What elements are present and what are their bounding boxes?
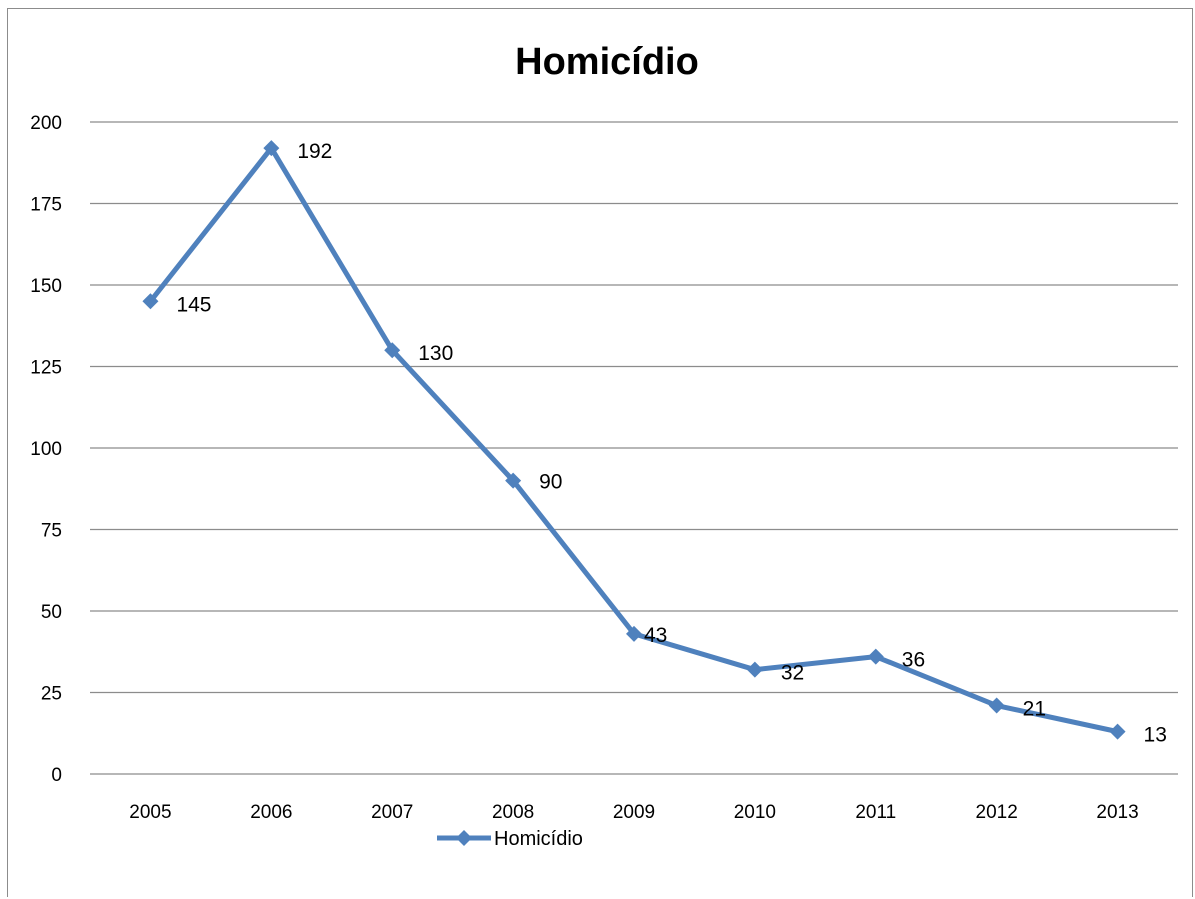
x-tick-label: 2010 <box>734 802 776 823</box>
legend: Homicídio <box>437 828 583 850</box>
y-axis-ticks: 0 25 50 75 100 125 150 175 200 <box>30 113 62 786</box>
chart-title: Homicídio <box>515 41 699 83</box>
x-axis-ticks: 2005 2006 2007 2008 2009 2010 2011 2012 2013 <box>129 802 1138 823</box>
data-label: 43 <box>644 624 667 647</box>
y-tick-label: 125 <box>30 358 62 379</box>
gridlines <box>90 121 1178 775</box>
y-tick-label: 200 <box>30 113 62 134</box>
data-point-marker <box>626 625 642 642</box>
x-tick-label: 2012 <box>976 802 1018 823</box>
data-point-marker <box>746 661 763 678</box>
x-tick-label: 2009 <box>613 802 655 823</box>
data-label: 145 <box>176 293 211 316</box>
x-tick-label: 2007 <box>371 802 413 823</box>
chart-frame <box>7 8 1193 897</box>
x-tick-label: 2013 <box>1096 802 1138 823</box>
series-line <box>148 145 1119 735</box>
legend-label: Homicídio <box>494 828 583 850</box>
y-tick-label: 175 <box>30 195 62 216</box>
x-tick-label: 2011 <box>855 802 896 823</box>
data-label: 90 <box>539 471 562 494</box>
data-label: 130 <box>418 342 453 365</box>
x-tick-label: 2006 <box>250 802 292 823</box>
data-point-marker <box>988 697 1005 714</box>
data-label: 13 <box>1144 724 1167 747</box>
data-label: 36 <box>902 649 925 672</box>
y-tick-label: 150 <box>30 276 62 297</box>
x-tick-label: 2008 <box>492 802 534 823</box>
data-point-marker <box>384 342 401 359</box>
data-label: 192 <box>297 140 332 163</box>
data-point-marker <box>142 293 159 310</box>
data-point-marker <box>1109 723 1126 740</box>
data-labels: 145 192 130 90 43 32 36 21 13 <box>176 140 1166 747</box>
data-point-marker <box>505 472 522 489</box>
data-point-marker <box>867 648 884 665</box>
series-homicidio <box>142 140 1126 740</box>
y-tick-label: 0 <box>51 765 62 786</box>
y-tick-label: 75 <box>41 521 62 542</box>
y-tick-label: 50 <box>41 602 62 623</box>
x-tick-label: 2005 <box>129 802 171 823</box>
y-tick-label: 25 <box>41 684 62 705</box>
data-label: 21 <box>1023 698 1046 721</box>
data-point-marker <box>263 140 280 157</box>
y-tick-label: 100 <box>30 439 62 460</box>
data-label: 32 <box>781 662 804 685</box>
legend-marker <box>456 830 472 846</box>
